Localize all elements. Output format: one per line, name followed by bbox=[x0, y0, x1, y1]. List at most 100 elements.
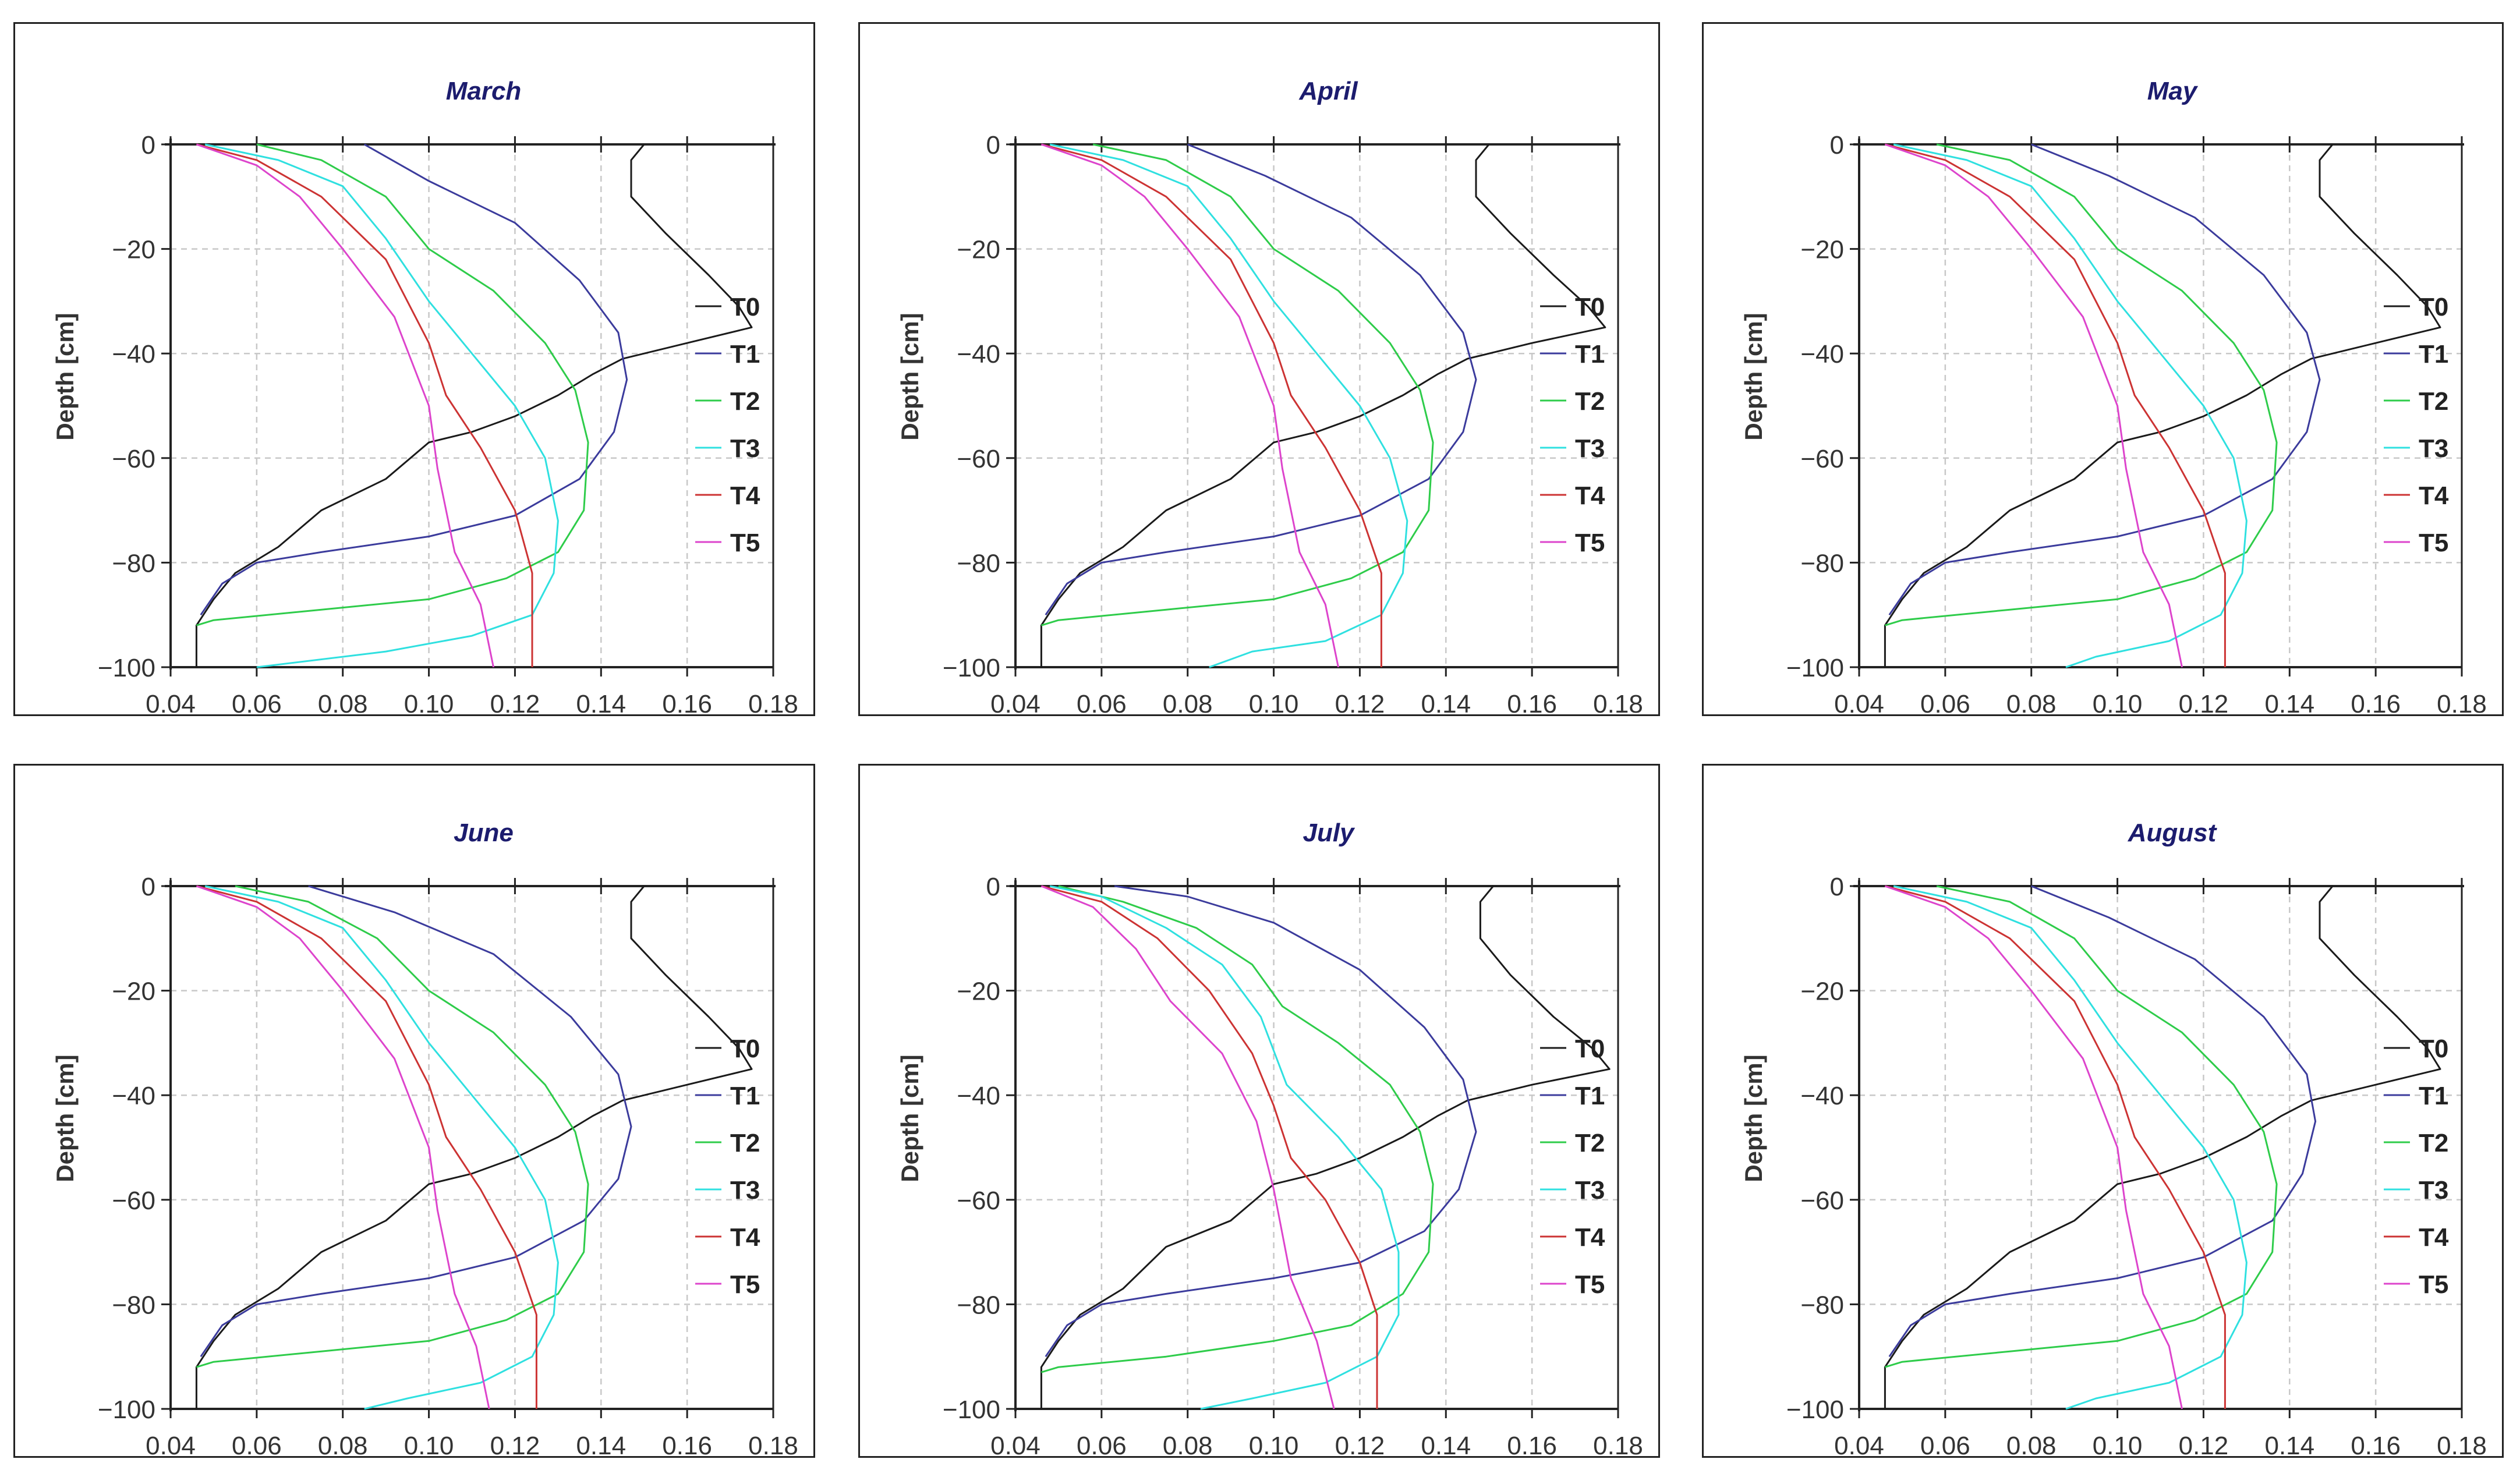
x-tick-label: 0.16 bbox=[1507, 690, 1557, 718]
series-line-t4 bbox=[1041, 885, 1378, 1409]
series-line-t2 bbox=[1884, 885, 2278, 1368]
y-tick-label: −40 bbox=[957, 1082, 1000, 1110]
y-tick-label: −60 bbox=[1800, 1187, 1844, 1215]
x-tick-label: 0.06 bbox=[1077, 690, 1127, 718]
series-line-t3 bbox=[204, 143, 559, 668]
y-tick-label: −40 bbox=[1800, 1082, 1844, 1110]
chart-panel-march: 0.04 0.06 0.08 0.10 0.12 0.14 0.16 0.18 0 −20 −40 −… bbox=[13, 22, 815, 718]
legend-label-t0: T0 bbox=[2419, 293, 2448, 321]
legend-label-t3: T3 bbox=[730, 1176, 760, 1205]
y-tick-label: −40 bbox=[957, 340, 1000, 369]
x-tick-label: 0.12 bbox=[1335, 690, 1385, 718]
x-tick-label: 0.04 bbox=[990, 690, 1040, 718]
y-tick-label: 0 bbox=[141, 873, 155, 901]
series-line-t3 bbox=[204, 885, 559, 1410]
legend-label-t0: T0 bbox=[1575, 1035, 1605, 1063]
x-tick-label: 0.10 bbox=[2093, 1432, 2143, 1460]
y-tick-label: −60 bbox=[957, 1187, 1000, 1215]
series-line-t3 bbox=[1893, 143, 2248, 668]
y-tick-label: −60 bbox=[1800, 445, 1844, 473]
series-line-t2 bbox=[196, 885, 589, 1368]
x-tick-label: 0.04 bbox=[146, 1432, 196, 1460]
chart: 0.04 0.06 0.08 0.10 0.12 0.14 0.16 0.18 0 −20 −40 −… bbox=[51, 819, 798, 1460]
x-tick-label: 0.14 bbox=[576, 1432, 626, 1460]
legend-label-t5: T5 bbox=[730, 529, 760, 557]
chart-panel-june: 0.04 0.06 0.08 0.10 0.12 0.14 0.16 0.18 0 −20 −40 −… bbox=[13, 764, 815, 1460]
chart-title: April bbox=[1298, 77, 1358, 105]
series-line-t4 bbox=[1885, 143, 2226, 667]
legend-label-t1: T1 bbox=[2419, 1082, 2448, 1110]
legend-label-t1: T1 bbox=[1575, 340, 1605, 369]
y-tick-label: −60 bbox=[112, 445, 155, 473]
x-tick-label: 0.12 bbox=[490, 690, 540, 718]
chart: 0.04 0.06 0.08 0.10 0.12 0.14 0.16 0.18 0 −20 −40 −… bbox=[1740, 819, 2487, 1460]
legend-label-t0: T0 bbox=[730, 1035, 760, 1063]
series-line-t3 bbox=[1049, 885, 1400, 1410]
x-tick-label: 0.06 bbox=[232, 1432, 282, 1460]
series-line-t0 bbox=[1884, 144, 2441, 667]
series-line-t2 bbox=[1040, 885, 1434, 1373]
x-tick-label: 0.14 bbox=[2264, 690, 2314, 718]
y-tick-label: −20 bbox=[1800, 977, 1844, 1006]
legend-label-t4: T4 bbox=[730, 481, 760, 510]
legend-label-t3: T3 bbox=[2419, 1176, 2448, 1205]
series-line-t4 bbox=[196, 885, 537, 1409]
chart-panel-july: 0.04 0.06 0.08 0.10 0.12 0.14 0.16 0.18 0 −20 −40 −… bbox=[858, 764, 1660, 1460]
x-tick-label: 0.10 bbox=[404, 1432, 454, 1460]
y-tick-label: −80 bbox=[957, 549, 1000, 578]
x-tick-label: 0.08 bbox=[2006, 1432, 2057, 1460]
chart-title: August bbox=[2128, 819, 2218, 847]
legend-label-t5: T5 bbox=[2419, 1270, 2448, 1299]
series-line-t0 bbox=[1040, 886, 1611, 1409]
x-tick-label: 0.04 bbox=[146, 690, 196, 718]
legend-label-t2: T2 bbox=[2419, 387, 2448, 416]
chart-panel-april: 0.04 0.06 0.08 0.10 0.12 0.14 0.16 0.18 0 −20 −40 −… bbox=[858, 22, 1660, 718]
y-tick-label: −80 bbox=[1800, 549, 1844, 578]
series-line-t1 bbox=[1045, 885, 1477, 1358]
x-tick-label: 0.18 bbox=[748, 1432, 798, 1460]
y-tick-label: −20 bbox=[957, 236, 1000, 264]
series-line-t2 bbox=[196, 143, 589, 626]
x-tick-label: 0.12 bbox=[2179, 1432, 2229, 1460]
y-tick-label: −20 bbox=[957, 977, 1000, 1006]
series-line-t4 bbox=[1885, 885, 2226, 1409]
legend-label-t3: T3 bbox=[1575, 434, 1605, 463]
series-line-t0 bbox=[1884, 886, 2441, 1409]
x-tick-label: 0.04 bbox=[990, 1432, 1040, 1460]
y-axis-label: Depth [cm] bbox=[51, 313, 79, 440]
x-tick-label: 0.08 bbox=[1163, 1432, 1213, 1460]
y-tick-label: 0 bbox=[1830, 873, 1844, 901]
series-line-t4 bbox=[196, 143, 533, 667]
legend-label-t5: T5 bbox=[1575, 1270, 1605, 1299]
chart-panel-august: 0.04 0.06 0.08 0.10 0.12 0.14 0.16 0.18 0 −20 −40 −… bbox=[1702, 764, 2504, 1460]
x-tick-label: 0.16 bbox=[2351, 1432, 2401, 1460]
series-line-t5 bbox=[196, 885, 490, 1409]
x-tick-label: 0.08 bbox=[318, 1432, 368, 1460]
x-tick-label: 0.18 bbox=[748, 690, 798, 718]
x-tick-label: 0.10 bbox=[404, 690, 454, 718]
y-tick-label: −60 bbox=[112, 1187, 155, 1215]
chart-panel-may: 0.04 0.06 0.08 0.10 0.12 0.14 0.16 0.18 0 −20 −40 −… bbox=[1702, 22, 2504, 718]
series-line-t5 bbox=[1040, 885, 1335, 1409]
legend-label-t4: T4 bbox=[2419, 481, 2449, 510]
legend-label-t2: T2 bbox=[730, 1129, 760, 1157]
legend-label-t1: T1 bbox=[1575, 1082, 1605, 1110]
y-tick-label: −100 bbox=[943, 654, 1000, 682]
legend-label-t2: T2 bbox=[1575, 387, 1605, 416]
legend-label-t0: T0 bbox=[730, 293, 760, 321]
y-axis-label: Depth [cm] bbox=[51, 1054, 79, 1182]
y-tick-label: −80 bbox=[112, 549, 155, 578]
legend-label-t5: T5 bbox=[1575, 529, 1605, 557]
chart-title: May bbox=[2147, 77, 2199, 105]
series-line-t2 bbox=[1040, 143, 1434, 626]
y-tick-label: −80 bbox=[957, 1291, 1000, 1319]
legend-label-t5: T5 bbox=[730, 1270, 760, 1299]
chart-title: March bbox=[446, 77, 522, 105]
x-tick-label: 0.14 bbox=[2264, 1432, 2314, 1460]
x-tick-label: 0.12 bbox=[490, 1432, 540, 1460]
series-line-t3 bbox=[1893, 885, 2248, 1410]
y-tick-label: 0 bbox=[986, 873, 1000, 901]
legend-label-t2: T2 bbox=[1575, 1129, 1605, 1157]
x-tick-label: 0.14 bbox=[576, 690, 626, 718]
series-line-t0 bbox=[1040, 144, 1606, 667]
